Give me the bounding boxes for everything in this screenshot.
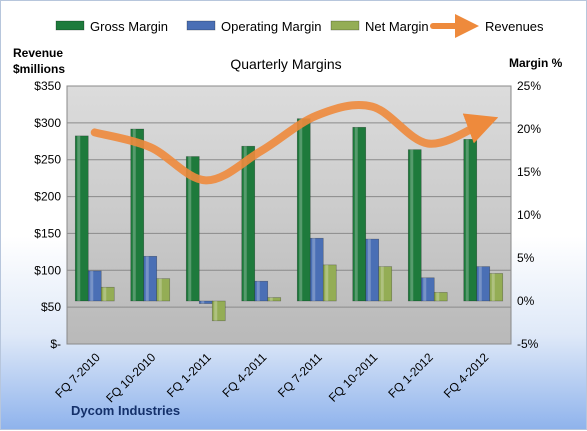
bar-highlight [77,135,81,301]
bar-operating-margin [476,266,491,302]
right-tick-label: 10% [517,208,541,222]
bar-gross-margin [407,149,422,302]
legend-entry-operating-margin: Operating Margin [186,19,321,34]
category-label: FQ 1-2012 [385,350,436,401]
plot-area: $- $50 $100 $150 $200 $250 $300 $350 -5% 0% 5% 10% 1… [34,79,541,405]
legend-entry-gross-margin: Gross Margin [55,19,168,34]
bar-highlight [214,301,218,321]
category-label: FQ 4-2012 [441,350,492,401]
category-label: FQ 7-2011 [275,350,325,400]
bar-highlight [256,281,260,301]
bar-gross-margin [352,126,367,302]
bar-gross-margin [241,145,256,302]
bar-highlight [354,127,358,301]
legend-entry-net-margin: Net Margin [330,19,429,34]
bar-operating-margin [309,237,324,302]
right-axis-title: Margin % [509,56,563,70]
bar-operating-margin [254,280,269,302]
bar-operating-margin [420,277,435,302]
bar-gross-margin [130,128,145,302]
left-tick-label: $250 [34,153,61,167]
legend-entry-revenues: Revenues [430,14,544,38]
left-tick-label: $100 [34,263,61,277]
bar-highlight [299,118,303,302]
bar-highlight [269,297,273,301]
bar-highlight [491,273,495,301]
category-label: FQ 10-2011 [326,350,381,405]
company-name: Dycom Industries [71,403,180,418]
bar-operating-margin [143,255,158,302]
category-label: FQ 4-2011 [220,350,270,400]
legend-label: Gross Margin [90,19,168,34]
left-axis-title-line1: Revenue [13,46,63,60]
bar-highlight [312,238,316,301]
bar-highlight [188,156,192,301]
bar-highlight [132,129,136,301]
legend-swatch [330,20,360,31]
legend: Gross Margin Operating Margin Net Margin Re… [55,14,544,38]
bar-net-margin [489,273,504,302]
right-tick-label: 20% [517,122,541,136]
legend-swatch [186,20,216,31]
bar-highlight [423,277,427,301]
bar-highlight [201,301,205,304]
bar-operating-margin [365,238,380,302]
right-tick-label: 15% [517,165,541,179]
bar-net-margin [378,266,393,302]
bar-operating-margin [87,270,102,302]
bar-highlight [380,266,384,301]
bar-highlight [478,266,482,301]
bar-highlight [158,278,162,301]
bar-net-margin [322,264,337,302]
bar-net-margin [211,300,226,322]
right-tick-label: -5% [517,337,539,351]
bar-highlight [465,139,469,301]
bar-highlight [367,239,371,301]
right-tick-label: 0% [517,294,535,308]
bar-net-margin [100,286,115,302]
left-tick-label: $50 [41,300,61,314]
legend-swatch [55,20,85,31]
category-label: FQ 10-2010 [103,350,158,405]
legend-label: Revenues [485,19,544,34]
bar-gross-margin [185,156,200,302]
bar-highlight [90,270,94,301]
bar-gross-margin [463,139,478,302]
left-tick-label: $200 [34,190,61,204]
left-tick-label: $350 [34,79,61,93]
bar-net-margin [433,292,448,302]
bar-highlight [145,256,149,301]
bar-net-margin [156,278,171,302]
legend-label: Net Margin [365,19,429,34]
bar-gross-margin [74,135,89,302]
bar-highlight [410,149,414,301]
revenues-line [90,101,499,185]
category-label: FQ 1-2011 [164,350,214,400]
chart-title: Quarterly Margins [230,56,341,72]
bar-operating-margin [198,300,213,304]
bar-net-margin [267,297,282,302]
left-tick-label: $300 [34,116,61,130]
bar-highlight [103,287,107,301]
bar-highlight [325,264,329,301]
bar-highlight [436,292,440,301]
left-tick-label: $- [50,337,61,351]
category-label: FQ 7-2010 [52,350,103,401]
left-axis-title-line2: $millions [13,62,65,76]
bar-highlight [243,146,247,301]
legend-label: Operating Margin [221,19,321,34]
right-tick-label: 5% [517,251,535,265]
bar-gross-margin [296,118,311,302]
left-tick-label: $150 [34,226,61,240]
right-tick-label: 25% [517,79,541,93]
